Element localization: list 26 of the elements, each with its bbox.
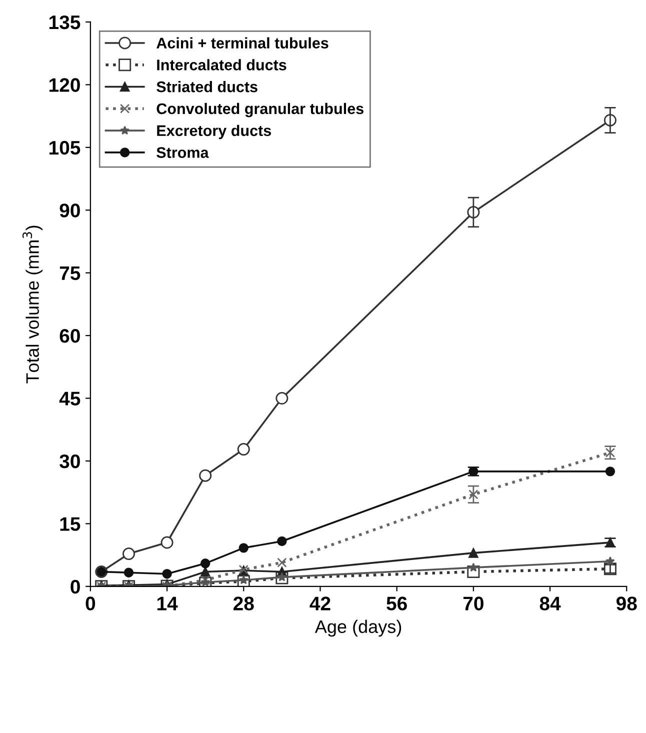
y-tick-label: 0: [70, 580, 80, 594]
legend-label: Intercalated ducts: [157, 59, 286, 70]
legend-label: Stroma: [156, 147, 209, 158]
legend-label: Acini + terminal tubules: [156, 37, 328, 48]
y-tick-label: 15: [60, 517, 80, 531]
x-tick-label: 70: [463, 596, 484, 610]
x-tick-label: 56: [386, 596, 407, 610]
x-tick-label: 42: [310, 596, 330, 610]
y-tick-label: 120: [50, 78, 80, 92]
x-tick-label: 14: [157, 596, 178, 610]
y-tick-label: 75: [60, 266, 80, 280]
legend-label: Excretory ducts: [157, 124, 271, 140]
x-tick-label: 28: [233, 596, 254, 610]
legend-label: Convoluted granular tubules: [156, 102, 364, 118]
y-tick-label: 90: [60, 204, 80, 218]
x-axis-title: Age (days): [314, 620, 402, 637]
y-tick-label: 60: [60, 329, 80, 343]
y-tick-label: 30: [60, 454, 80, 468]
y-tick-label: 135: [50, 15, 80, 30]
y-axis-title: Total volume (mm$^{3}$): [22, 226, 43, 384]
legend-label: Striated ducts: [156, 81, 258, 92]
x-tick-label: 98: [616, 596, 637, 610]
x-tick-label: 84: [540, 596, 561, 610]
y-tick-label: 45: [59, 392, 80, 406]
x-tick-label: 0: [86, 596, 96, 610]
y-tick-label: 105: [50, 140, 80, 155]
